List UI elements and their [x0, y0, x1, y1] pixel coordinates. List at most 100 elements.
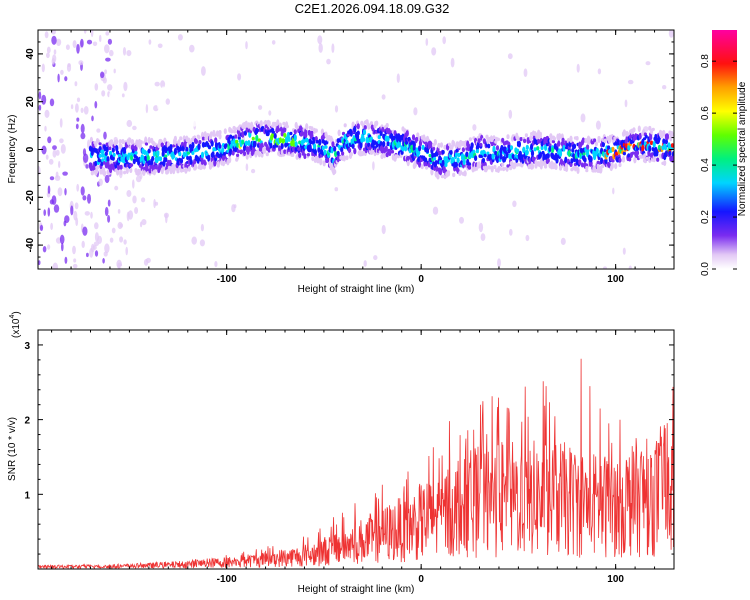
spectrogram-ridge-blob [90, 170, 94, 176]
spectrogram-ridge-blob [247, 122, 251, 129]
spectrogram-ridge-blob [452, 172, 456, 178]
spectrogram-noise-blob [119, 223, 124, 228]
spectrogram-ridge-blob [125, 166, 129, 175]
spectrogram-noise-blob [143, 50, 149, 57]
spectrogram-noise-blob [512, 200, 517, 208]
spectrogram-ridge-blob [551, 147, 555, 154]
spectrogram-noise-blob [245, 163, 249, 171]
spectrogram-noise-blob [387, 189, 393, 196]
spectrogram-ridge-blob [102, 170, 107, 177]
spectrogram-noise-blob [51, 35, 57, 45]
colorbar: 0.0 0.2 0.4 0.6 0.8 Normalized spectral ampl… [700, 30, 748, 276]
spectrogram-ridge-blob [438, 150, 442, 156]
spectrogram-ridge-blob [222, 152, 226, 156]
spectrogram-ridge-blob [644, 134, 648, 139]
spectrogram-noise-blob [123, 81, 128, 92]
spectrogram-noise-blob [502, 68, 506, 76]
spectrogram-ridge-blob [600, 157, 604, 165]
spectrogram-ridge-blob [667, 142, 671, 149]
spectrogram-noise-blob [41, 94, 47, 105]
spectrogram-noise-blob [98, 178, 103, 186]
spectrogram-ridge-blob [144, 136, 148, 144]
spectrogram-noise-blob [126, 50, 132, 57]
spectrogram-noise-blob [103, 131, 107, 140]
spectrogram-noise-blob [180, 207, 186, 213]
spectrogram-noise-blob [76, 97, 81, 103]
spectrogram-ridge-blob [94, 142, 98, 148]
colorbar-label: Normalized spectral amplitude [737, 81, 748, 216]
spectrogram-ridge-blob [333, 145, 337, 152]
spectrogram-noise-blob [80, 123, 85, 134]
spectrogram-noise-blob [103, 251, 108, 257]
spectrogram-ridge-blob [640, 154, 644, 159]
spectrogram-noise-blob [43, 46, 46, 52]
spectrogram-noise-blob [81, 240, 85, 248]
spectrogram-ridge-blob [169, 167, 173, 175]
spectrogram-ridge-blob [243, 151, 247, 156]
spectrogram-ridge-blob [241, 139, 245, 145]
spectrogram-ridge-blob [363, 125, 367, 130]
spectrogram-noise-blob [38, 91, 42, 100]
spectrogram-noise-blob [258, 105, 263, 110]
spectrogram-ridge-blob [229, 134, 233, 139]
snr-y-tick-label: 2 [24, 416, 30, 427]
spectrogram-ridge-blob [362, 129, 367, 136]
spectrogram-ridge-blob [384, 145, 388, 152]
spectrogram-noise-blob [113, 257, 118, 263]
spectrogram-ridge-blob [506, 164, 510, 168]
spectrogram-ridge-blob [546, 152, 550, 159]
spectrogram-ridge-blob [614, 151, 619, 157]
spectrogram-ridge-blob [516, 162, 520, 167]
spectrogram-ridge-blob [404, 140, 409, 145]
spectrogram-noise-blob [44, 31, 49, 39]
spectrogram-noise-blob [141, 197, 146, 203]
spectrogram-noise-blob [105, 57, 111, 62]
spectrogram-ridge-blob [178, 151, 182, 157]
spectrogram-ridge-blob [499, 167, 503, 171]
colorbar-tick-label: 0.2 [700, 210, 711, 224]
spectrogram-ridge-blob [417, 151, 421, 155]
spectrogram-noise-blob [480, 233, 486, 242]
spectrogram-ridge-blob [388, 150, 392, 155]
spectrogram-noise-blob [603, 266, 607, 269]
spectrogram-noise-blob [623, 35, 629, 45]
spectrogram-ridge-blob [383, 151, 387, 159]
spectrogram-noise-blob [65, 44, 70, 50]
spectrogram-ridge-blob [193, 163, 198, 171]
spectrogram-noise-blob [44, 125, 47, 132]
spectrogram-ridge-blob [551, 140, 556, 144]
spectrogram-y-tick-label: 40 [25, 48, 36, 60]
snr-y-tick-label: 1 [24, 490, 30, 501]
spectrogram-noise-blob [67, 91, 71, 96]
spectrogram-ridge-blob [282, 121, 286, 126]
spectrogram-ridge-blob [405, 130, 409, 137]
spectrogram-noise-blob [187, 247, 193, 254]
spectrogram-ridge-blob [314, 128, 318, 133]
spectrogram-ridge-blob [101, 158, 105, 163]
spectrogram-ridge-blob [557, 140, 561, 147]
spectrogram-ridge-blob [537, 138, 541, 144]
spectrogram-noise-blob [64, 188, 67, 196]
spectrogram-ridge-blob [668, 150, 672, 157]
spectrogram-ridge-blob [271, 132, 275, 139]
spectrogram-ridge-blob [538, 134, 543, 139]
spectrogram-noise-blob [63, 220, 67, 227]
spectrogram-ridge-blob [625, 131, 629, 136]
spectrogram-ridge-blob [331, 141, 335, 148]
spectrogram-ridge-blob [401, 145, 405, 152]
spectrogram-ridge-blob [528, 157, 532, 165]
spectrogram-noise-blob [363, 260, 367, 267]
spectrogram-ridge-blob [200, 164, 204, 170]
spectrogram-ridge-blob [456, 159, 460, 163]
spectrogram-ridge-blob [594, 141, 599, 147]
spectrogram-noise-blob [47, 207, 51, 217]
spectrogram-ridge-blob [544, 162, 548, 169]
spectrogram-ridge-blob [89, 136, 93, 144]
spectrogram-ridge-blob [265, 152, 269, 157]
spectrogram-ridge-blob [430, 168, 434, 176]
snr-panel: -100 0 100 1 2 3 Height of straight line (km)… [7, 311, 675, 595]
spectrogram-ridge-blob [263, 147, 267, 154]
spectrogram-ridge-blob [162, 165, 166, 171]
spectrogram-ridge-blob [234, 127, 238, 131]
spectrogram-ridge-blob [575, 136, 579, 141]
